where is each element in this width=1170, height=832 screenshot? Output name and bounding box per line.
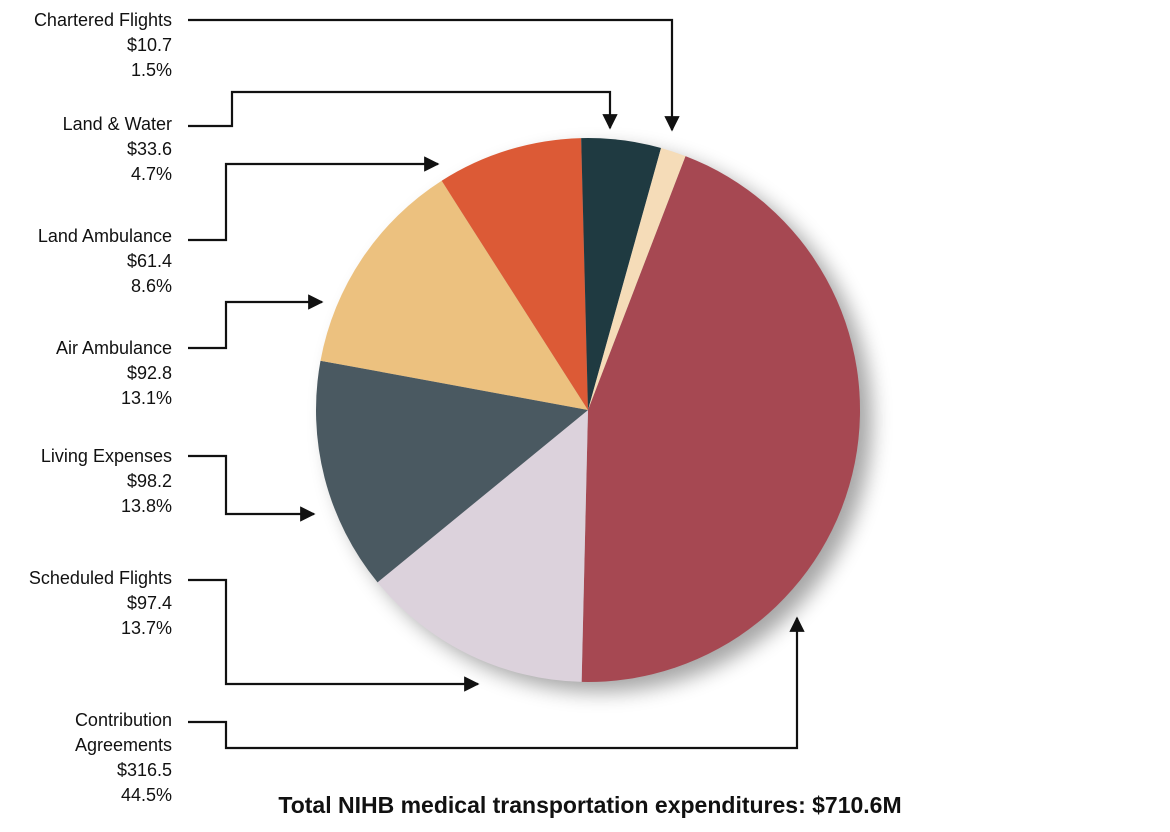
slice-label: Scheduled Flights $97.4 13.7% [29,566,172,641]
slice-label: Land & Water $33.6 4.7% [63,112,172,187]
pie-slice [581,138,662,410]
connector [188,18,680,132]
percent-label: 44.5% [120,785,172,805]
pie-slice [441,138,588,411]
category-label: Contribution Agreements [74,710,172,755]
connector [188,156,440,242]
percent-label: 13.7% [120,618,172,638]
category-label: Living Expenses [40,446,172,466]
category-label: Air Ambulance [55,338,172,358]
percent-label: 4.7% [130,164,172,184]
percent-label: 13.1% [120,388,172,408]
amount-label: $316.5 [116,760,172,780]
amount-label: $97.4 [126,593,172,613]
connector [188,616,805,750]
amount-label: $98.2 [126,471,172,491]
percent-label: 13.8% [120,496,172,516]
slice-label: Living Expenses $98.2 13.8% [41,444,172,519]
slice-label: Contribution Agreements $316.5 44.5% [60,708,172,808]
pie-slice [581,156,860,682]
slice-label: Chartered Flights $10.7 1.5% [34,8,172,83]
connectors [188,18,805,750]
connector [188,90,618,130]
percent-label: 1.5% [130,60,172,80]
amount-label: $10.7 [126,35,172,55]
amount-label: $92.8 [126,363,172,383]
connector [188,578,480,692]
category-label: Land Ambulance [37,226,172,246]
category-label: Chartered Flights [33,10,172,30]
category-label: Scheduled Flights [28,568,172,588]
percent-label: 8.6% [130,276,172,296]
amount-label: $61.4 [126,251,172,271]
pie-slice [315,360,588,583]
slice-label: Land Ambulance $61.4 8.6% [38,224,172,299]
slice-label: Air Ambulance $92.8 13.1% [56,336,172,411]
connector [188,454,316,522]
pie-slice [320,180,588,410]
pie [315,138,860,682]
connector [188,294,324,350]
pie-slice [377,410,588,682]
amount-label: $33.6 [126,139,172,159]
pie-slice [588,147,686,410]
footnote: Total NIHB medical transportation expend… [278,792,902,818]
category-label: Land & Water [62,114,172,134]
